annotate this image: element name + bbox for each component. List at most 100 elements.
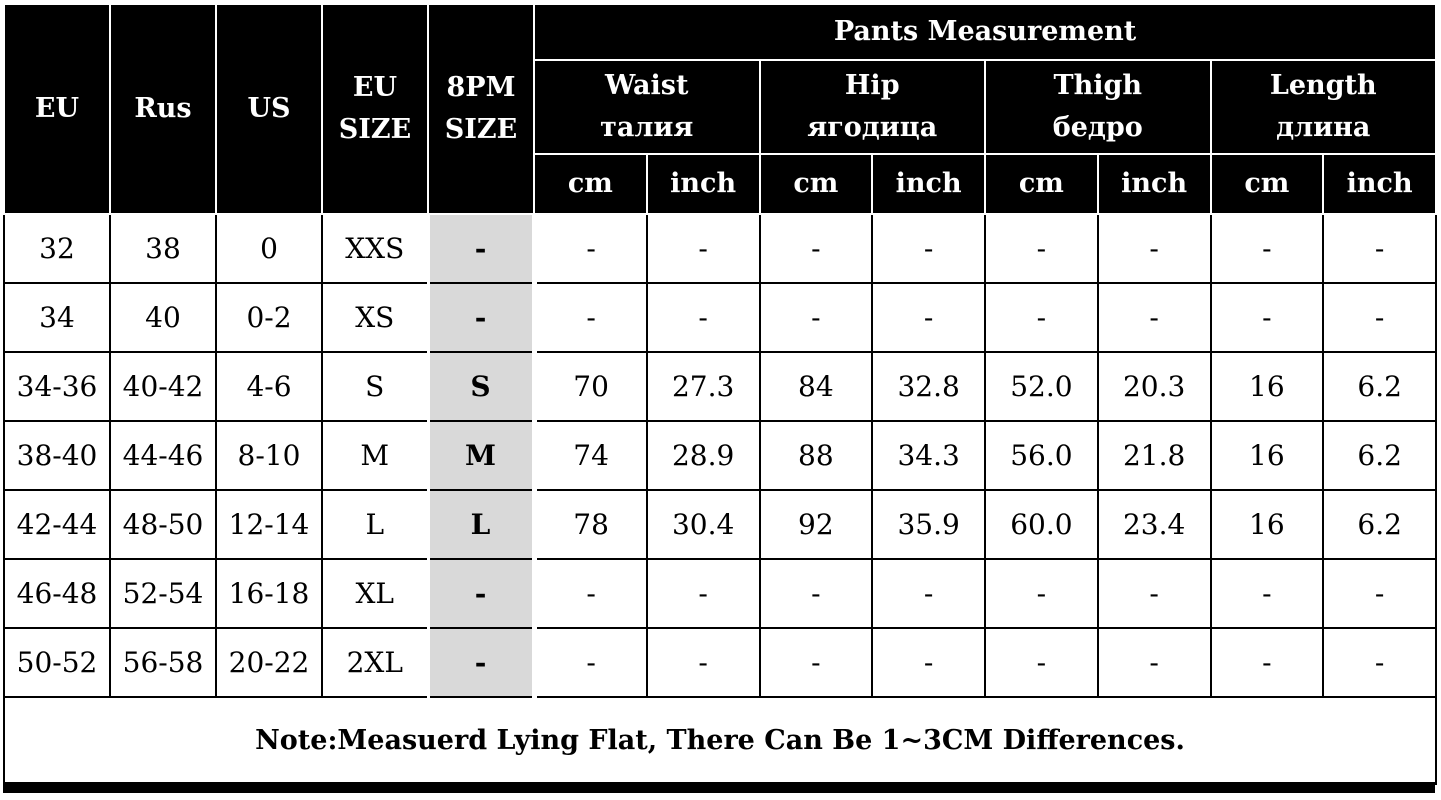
cell-thigh-cm: 52.0 xyxy=(984,351,1099,422)
cell-eu: 46-48 xyxy=(3,558,111,629)
cell-eu: 34 xyxy=(3,282,111,353)
cell-eu-size: XL xyxy=(321,558,429,629)
header-thigh: Thigh бедро xyxy=(984,59,1212,155)
table-row: 34 40 0-2 XS - - - - - - - - - xyxy=(3,282,1438,353)
cell-8pm-size: - xyxy=(426,214,537,284)
table-row: 42-44 48-50 12-14 L L 78 30.4 92 35.9 60… xyxy=(3,489,1438,560)
cell-waist-inch: - xyxy=(645,282,761,353)
cell-thigh-cm: - xyxy=(984,627,1099,698)
cell-length-cm: - xyxy=(1209,558,1325,629)
cell-waist-cm: - xyxy=(533,558,648,629)
cell-length-cm: - xyxy=(1209,627,1325,698)
cell-waist-inch: - xyxy=(645,214,761,284)
cell-hip-inch: - xyxy=(871,627,986,698)
cell-thigh-cm: 60.0 xyxy=(984,489,1099,560)
size-chart-table: EU Rus US EU SIZE 8PM SIZE Pants Measure… xyxy=(2,3,1438,785)
cell-hip-cm: 92 xyxy=(758,489,874,560)
cell-waist-cm: 70 xyxy=(533,351,648,422)
cell-length-inch: - xyxy=(1322,282,1438,353)
cell-waist-inch: 28.9 xyxy=(645,420,761,491)
cell-length-inch: 6.2 xyxy=(1322,351,1438,422)
header-eu-size: EU SIZE xyxy=(321,3,429,215)
cell-eu: 38-40 xyxy=(3,420,111,491)
cell-waist-cm: - xyxy=(533,627,648,698)
cell-eu-size: S xyxy=(321,351,429,422)
header-eu-size-line2: SIZE xyxy=(338,114,412,145)
header-length: Length длина xyxy=(1209,59,1438,155)
cell-rus: 44-46 xyxy=(109,420,217,491)
cell-length-inch: - xyxy=(1322,558,1438,629)
table-header: EU Rus US EU SIZE 8PM SIZE Pants Measure… xyxy=(3,3,1438,215)
header-length-ru: длина xyxy=(1276,112,1371,143)
cell-hip-inch: 32.8 xyxy=(871,351,986,422)
cell-length-cm: 16 xyxy=(1209,351,1325,422)
cell-thigh-inch: 21.8 xyxy=(1096,420,1212,491)
cell-us: 8-10 xyxy=(215,420,323,491)
cell-rus: 56-58 xyxy=(109,627,217,698)
cell-8pm-size: - xyxy=(426,282,537,353)
cell-waist-cm: 78 xyxy=(533,489,648,560)
header-8pm-size: 8PM SIZE xyxy=(427,3,535,215)
header-hip-inch: inch xyxy=(871,153,986,215)
cell-us: 4-6 xyxy=(215,351,323,422)
header-waist-cm: cm xyxy=(533,153,648,215)
cell-thigh-cm: - xyxy=(984,282,1099,353)
cell-8pm-size: - xyxy=(426,558,537,629)
table-row: 38-40 44-46 8-10 M M 74 28.9 88 34.3 56.… xyxy=(3,420,1438,491)
cell-thigh-inch: - xyxy=(1096,558,1212,629)
table-row: 34-36 40-42 4-6 S S 70 27.3 84 32.8 52.0… xyxy=(3,351,1438,422)
header-hip-cm: cm xyxy=(758,153,874,215)
cell-hip-cm: - xyxy=(758,627,874,698)
cell-eu-size: 2XL xyxy=(321,627,429,698)
table-row: 46-48 52-54 16-18 XL - - - - - - - - - xyxy=(3,558,1438,629)
cell-waist-cm: - xyxy=(533,282,648,353)
header-eu-size-line1: EU xyxy=(352,72,398,103)
cell-hip-inch: - xyxy=(871,214,986,284)
cell-rus: 38 xyxy=(109,214,217,284)
cell-length-cm: - xyxy=(1209,214,1325,284)
cell-hip-inch: - xyxy=(871,282,986,353)
cell-length-inch: - xyxy=(1322,627,1438,698)
header-length-en: Length xyxy=(1269,70,1377,101)
header-hip: Hip ягодица xyxy=(758,59,986,155)
cell-eu: 32 xyxy=(3,214,111,284)
cell-hip-inch: - xyxy=(871,558,986,629)
cell-thigh-inch: 23.4 xyxy=(1096,489,1212,560)
cell-length-cm: 16 xyxy=(1209,489,1325,560)
cell-rus: 52-54 xyxy=(109,558,217,629)
cell-us: 20-22 xyxy=(215,627,323,698)
table-row: 32 38 0 XXS - - - - - - - - - xyxy=(3,214,1438,284)
header-waist-inch: inch xyxy=(645,153,761,215)
header-rus: Rus xyxy=(109,3,217,215)
cell-thigh-cm: 56.0 xyxy=(984,420,1099,491)
header-thigh-inch: inch xyxy=(1096,153,1212,215)
cell-hip-cm: - xyxy=(758,214,874,284)
header-length-cm: cm xyxy=(1209,153,1325,215)
header-hip-en: Hip xyxy=(844,70,900,101)
cell-hip-cm: 88 xyxy=(758,420,874,491)
cell-eu-size: M xyxy=(321,420,429,491)
cell-thigh-inch: - xyxy=(1096,282,1212,353)
cell-eu-size: XS xyxy=(321,282,429,353)
cell-length-inch: - xyxy=(1322,214,1438,284)
header-eu: EU xyxy=(3,3,111,215)
cell-us: 12-14 xyxy=(215,489,323,560)
header-waist-ru: талия xyxy=(600,112,694,143)
cell-thigh-inch: - xyxy=(1096,627,1212,698)
header-pants-measurement: Pants Measurement xyxy=(532,3,1438,61)
cell-thigh-cm: - xyxy=(984,558,1099,629)
cell-length-cm: 16 xyxy=(1209,420,1325,491)
cell-8pm-size: M xyxy=(426,420,537,491)
header-us: US xyxy=(215,3,323,215)
cell-length-cm: - xyxy=(1209,282,1325,353)
cell-8pm-size: S xyxy=(426,351,537,422)
header-hip-ru: ягодица xyxy=(807,112,938,143)
cell-us: 0 xyxy=(215,214,323,284)
note-row: Note:Measuerd Lying Flat, There Can Be 1… xyxy=(2,696,1438,785)
header-8pm-size-line2: SIZE xyxy=(444,114,518,145)
header-waist: Waist талия xyxy=(533,59,761,155)
cell-waist-inch: 30.4 xyxy=(645,489,761,560)
cell-rus: 40-42 xyxy=(109,351,217,422)
cell-length-inch: 6.2 xyxy=(1322,489,1438,560)
cell-waist-inch: - xyxy=(645,627,761,698)
